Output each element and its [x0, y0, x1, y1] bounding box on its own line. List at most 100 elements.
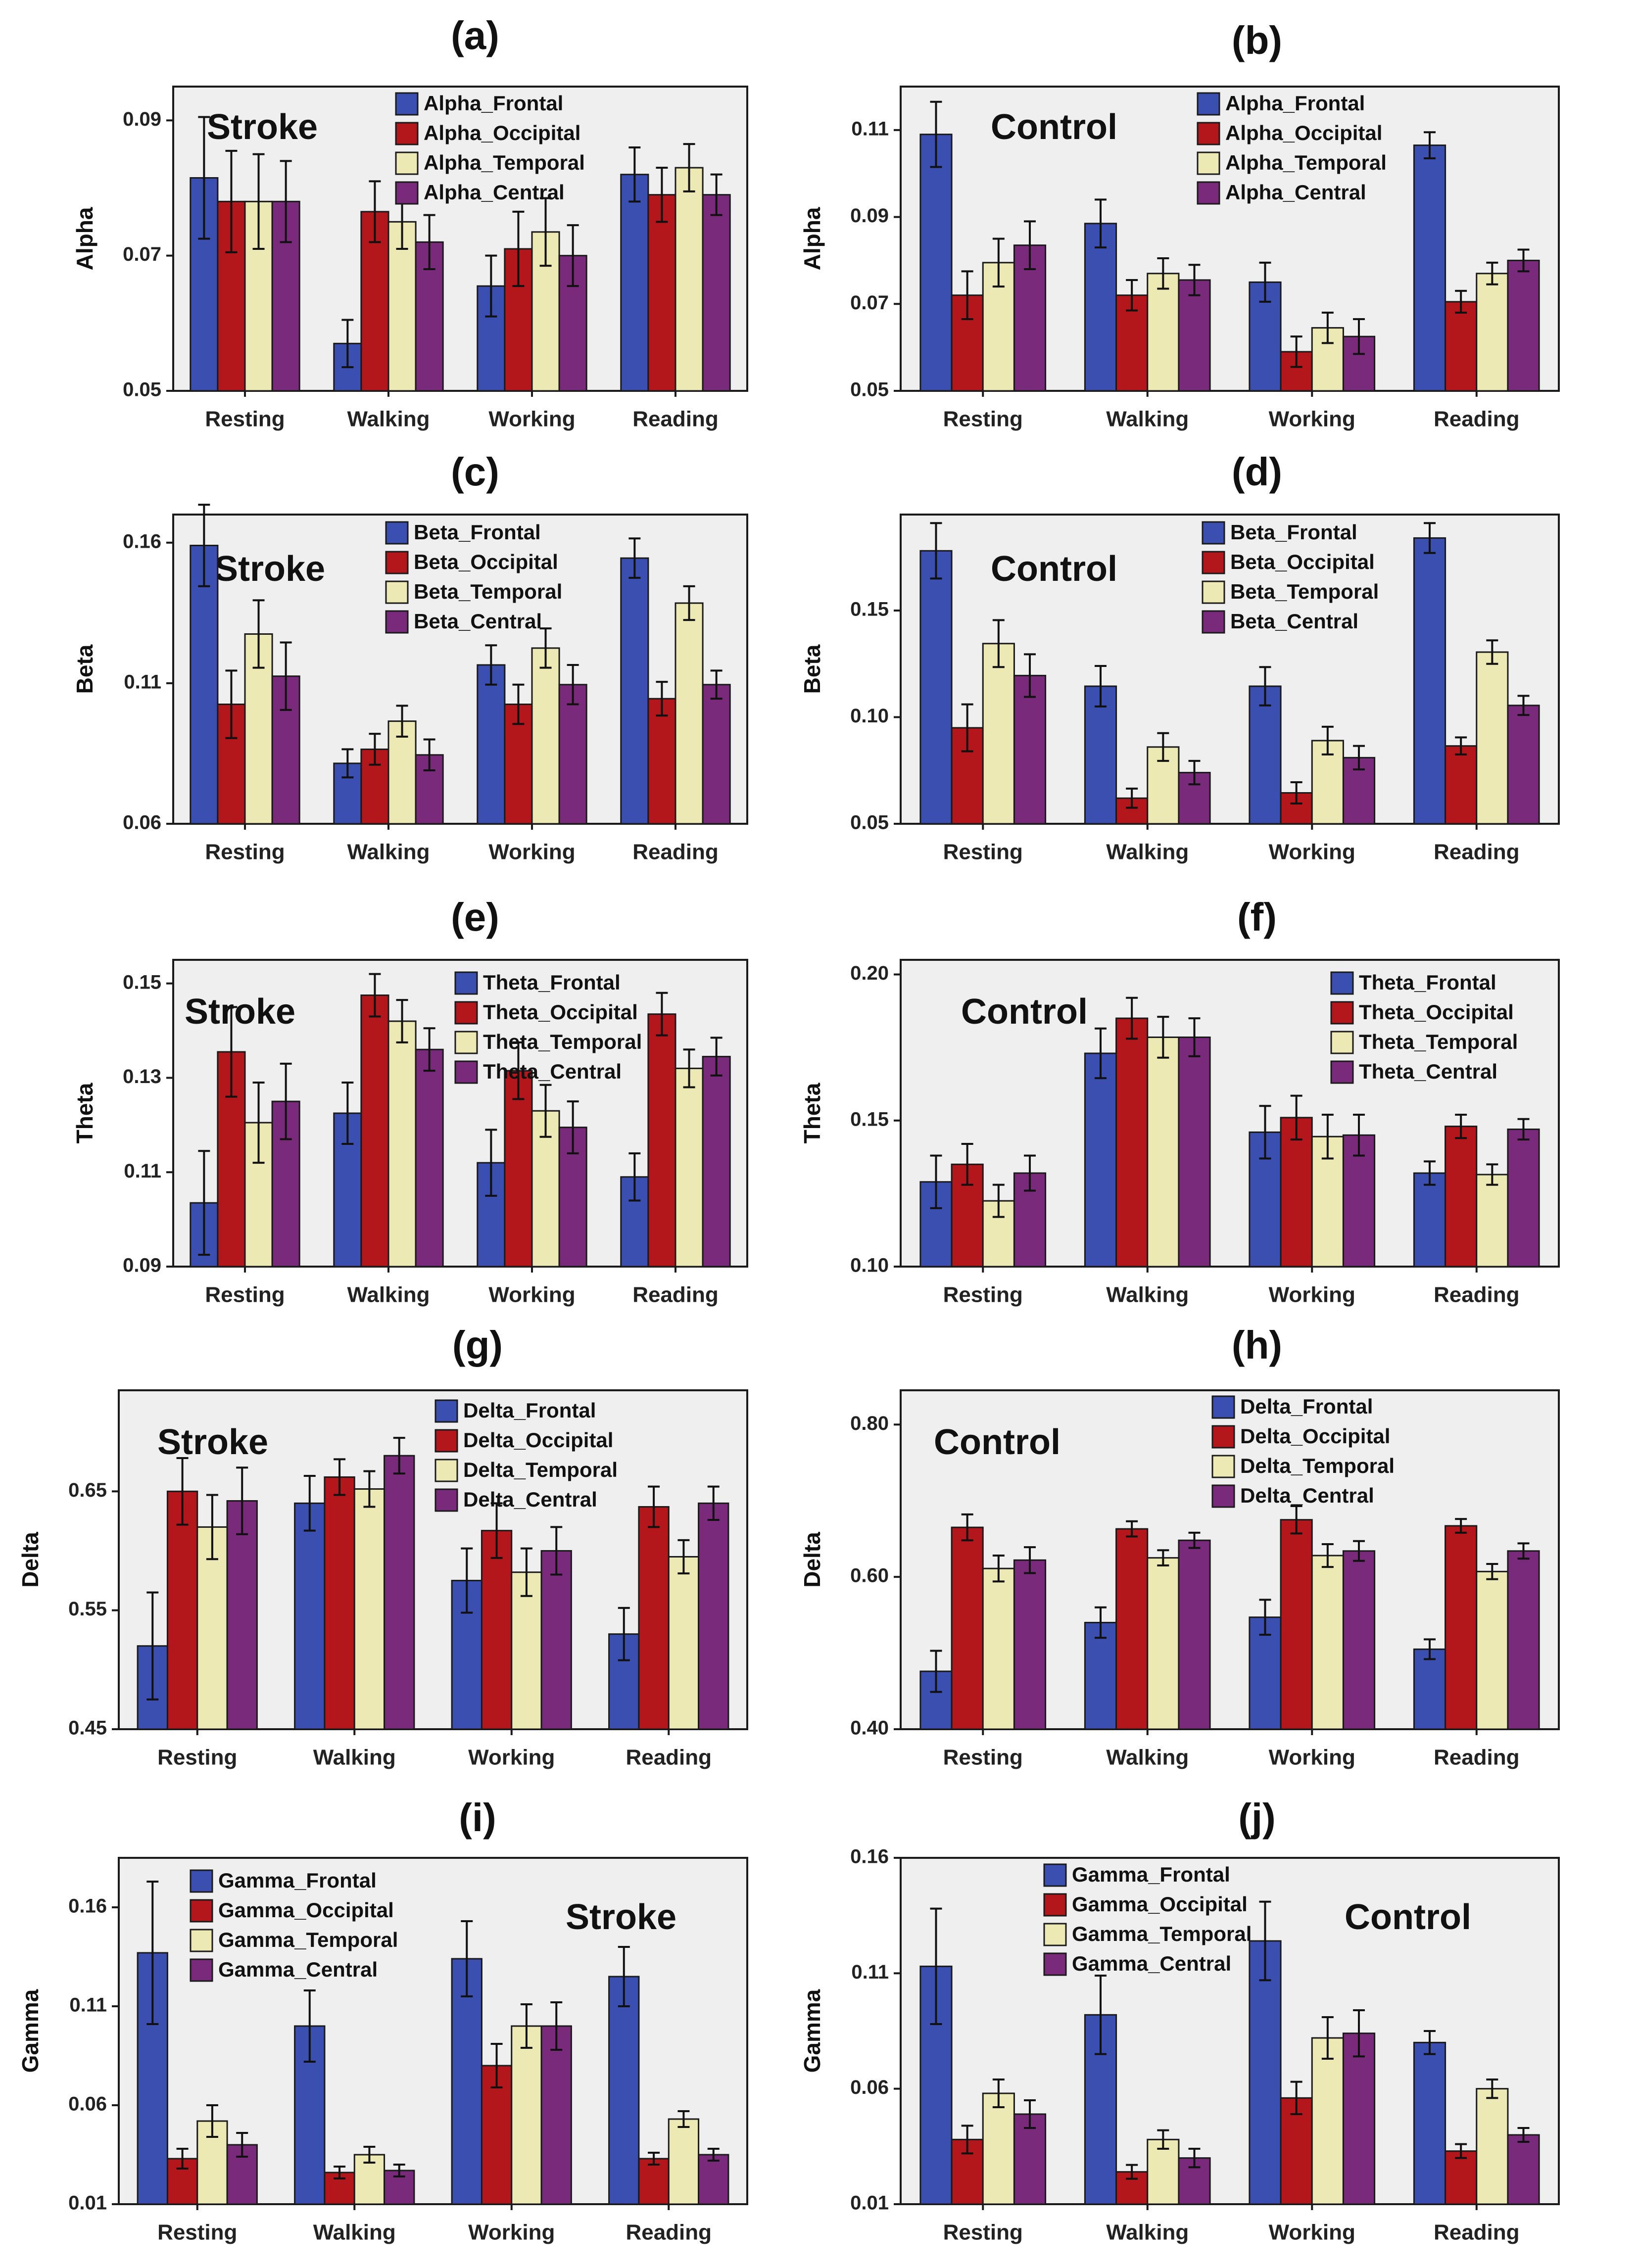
bar-delta-temporal-reading	[1476, 1570, 1509, 1730]
legend-swatch	[1211, 1425, 1235, 1449]
bar-theta-frontal-walking	[1084, 1052, 1117, 1268]
legend-label: Theta_Frontal	[1359, 971, 1496, 994]
x-tick-label: Reading	[1434, 840, 1520, 864]
y-tick-label: 0.16	[123, 530, 161, 552]
x-tick-label: Reading	[1434, 407, 1520, 431]
bar-delta-central-walking	[384, 1455, 415, 1730]
bar-gamma-occipital-reading	[1445, 2150, 1478, 2205]
y-tick-label: 0.13	[123, 1066, 161, 1087]
legend-swatch	[385, 610, 409, 634]
bar-beta-frontal-reading	[620, 557, 649, 825]
x-tick-label: Working	[468, 1746, 555, 1770]
legend-label: Beta_Frontal	[1230, 520, 1357, 544]
legend-label: Theta_Central	[1359, 1060, 1497, 1083]
legend-label: Alpha_Frontal	[424, 92, 563, 115]
bar-beta-frontal-resting	[190, 545, 219, 825]
bar-theta-central-working	[1342, 1134, 1376, 1268]
bar-gamma-frontal-reading	[608, 1976, 640, 2205]
panel-label: (i)	[459, 1796, 496, 1840]
legend-label: Gamma_Central	[1072, 1952, 1231, 1975]
legend-swatch	[385, 521, 409, 545]
bar-theta-occipital-reading	[647, 1013, 676, 1268]
legend-label: Gamma_Occipital	[218, 1898, 394, 1922]
y-tick-label: 0.05	[123, 379, 161, 401]
panel-label: (d)	[1232, 450, 1282, 494]
chart-panel-d: (d) Control Beta 0.05 0.10 0.15 Resting Walking…	[799, 450, 1560, 864]
legend-swatch	[1043, 1863, 1067, 1887]
y-tick-label: 0.10	[850, 705, 889, 727]
legend-swatch	[454, 1060, 478, 1084]
bar-gamma-occipital-walking	[324, 2172, 355, 2205]
chart-panel-h: (h) Control Delta 0.40 0.60 0.80 Resting Walkin…	[799, 1323, 1560, 1770]
bar-theta-temporal-walking	[387, 1020, 417, 1268]
bar-gamma-temporal-reading	[1476, 2088, 1509, 2205]
y-tick-label: 0.09	[123, 1255, 161, 1276]
y-tick-label: 0.06	[123, 812, 161, 834]
y-axis-title: Beta	[72, 644, 97, 694]
legend-label: Gamma_Frontal	[1072, 1863, 1230, 1886]
bar-alpha-frontal-resting	[919, 134, 953, 392]
legend-label: Beta_Occipital	[1230, 550, 1375, 573]
bar-alpha-central-walking	[1178, 279, 1211, 392]
legend-label: Theta_Occipital	[1359, 1000, 1514, 1024]
bar-theta-central-reading	[1507, 1128, 1540, 1268]
y-tick-label: 0.07	[123, 243, 161, 265]
y-tick-label: 0.80	[850, 1413, 889, 1434]
bar-delta-occipital-reading	[1445, 1525, 1478, 1730]
bar-gamma-central-reading	[698, 2154, 729, 2205]
x-tick-label: Reading	[1434, 1746, 1520, 1770]
bar-beta-occipital-reading	[1445, 745, 1478, 825]
x-tick-label: Walking	[313, 2221, 396, 2245]
legend-label: Beta_Frontal	[414, 520, 541, 544]
legend-label: Delta_Occipital	[463, 1428, 613, 1452]
y-tick-label: 0.16	[68, 1895, 107, 1917]
x-tick-label: Working	[1269, 1283, 1355, 1307]
legend-swatch	[190, 1929, 213, 1952]
y-tick-label: 0.11	[69, 1994, 107, 2016]
x-tick-label: Resting	[943, 2221, 1023, 2245]
chart-panel-f: (f) Control Theta 0.10 0.15 0.20 Resting Walkin…	[799, 895, 1560, 1307]
x-tick-label: Walking	[347, 1283, 430, 1307]
x-tick-label: Working	[488, 840, 575, 864]
bar-alpha-frontal-walking	[1084, 223, 1117, 392]
legend-label: Alpha_Temporal	[424, 151, 585, 174]
x-tick-label: Reading	[632, 840, 719, 864]
bar-beta-temporal-reading	[675, 602, 704, 825]
bar-delta-central-walking	[1178, 1539, 1211, 1730]
y-tick-label: 0.11	[124, 671, 161, 693]
bar-alpha-temporal-reading	[675, 167, 704, 392]
bar-delta-temporal-resting	[196, 1526, 228, 1730]
group-title: Stroke	[214, 549, 325, 589]
bar-delta-temporal-walking	[1147, 1557, 1180, 1730]
legend-swatch	[454, 1031, 478, 1054]
legend-label: Delta_Frontal	[463, 1399, 596, 1422]
legend-swatch	[1330, 1031, 1354, 1054]
bar-alpha-frontal-reading	[620, 174, 649, 392]
group-title: Control	[961, 992, 1088, 1032]
chart-panel-a: (a) Stroke Alpha 0.05 0.07 0.09 Resting Walking…	[72, 13, 748, 431]
panel-label: (c)	[451, 450, 499, 494]
x-tick-label: Resting	[943, 1746, 1023, 1770]
legend-label: Beta_Central	[1230, 610, 1358, 633]
x-tick-label: Reading	[632, 1283, 719, 1307]
chart-panel-g: (g) Stroke Delta 0.45 0.55 0.65 Resting Walking…	[17, 1323, 748, 1770]
group-title: Control	[1345, 1897, 1471, 1937]
y-tick-label: 0.06	[68, 2093, 107, 2115]
legend-swatch	[1202, 521, 1225, 545]
y-tick-label: 0.10	[850, 1255, 889, 1276]
x-tick-label: Walking	[347, 840, 430, 864]
bar-gamma-central-working	[540, 2025, 572, 2205]
legend-swatch	[1197, 181, 1220, 205]
legend-swatch	[1043, 1923, 1067, 1946]
bar-alpha-temporal-reading	[1476, 273, 1509, 392]
x-tick-label: Walking	[1106, 840, 1189, 864]
legend-swatch	[434, 1429, 458, 1453]
chart-panel-c: (c) Stroke Beta 0.06 0.11 0.16 Resting Walking W…	[72, 450, 748, 864]
x-tick-label: Reading	[626, 1746, 712, 1770]
x-tick-label: Walking	[1106, 1746, 1189, 1770]
x-tick-label: Working	[488, 1283, 575, 1307]
bar-beta-frontal-reading	[1413, 537, 1446, 825]
bar-alpha-occipital-reading	[1445, 301, 1478, 392]
y-tick-label: 0.01	[68, 2192, 107, 2214]
